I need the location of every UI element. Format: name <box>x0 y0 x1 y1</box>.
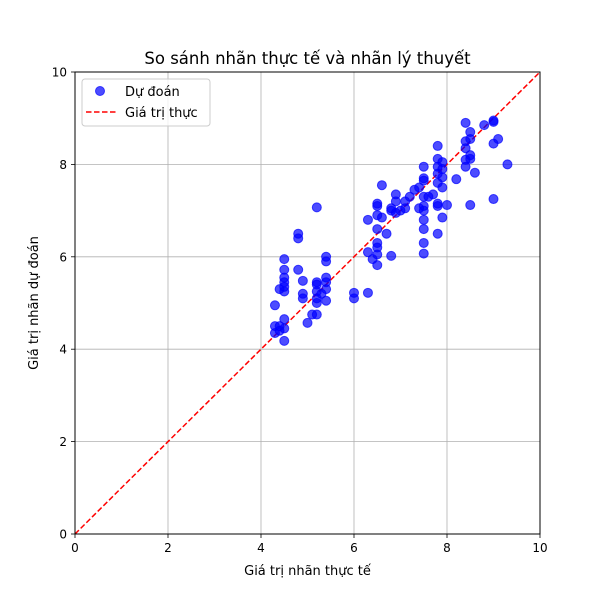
scatter-point <box>279 254 290 265</box>
scatter-point <box>349 287 359 298</box>
scatter-point <box>362 287 373 298</box>
scatter-point <box>376 180 387 191</box>
scatter-point <box>428 189 439 200</box>
scatter-point <box>321 272 332 283</box>
y-tick-label: 0 <box>59 528 67 542</box>
scatter-point <box>432 198 443 209</box>
scatter-point <box>502 159 513 170</box>
scatter-point <box>437 212 448 223</box>
scatter-point <box>362 214 373 225</box>
scatter-point <box>279 335 290 346</box>
scatter-point <box>418 200 429 211</box>
y-tick-label: 2 <box>59 435 67 449</box>
y-axis-label: Giá trị nhãn dự đoán <box>27 236 42 370</box>
scatter-point <box>372 224 383 235</box>
scatter-point <box>488 115 499 126</box>
scatter-point <box>469 167 480 178</box>
scatter-point <box>372 237 383 248</box>
scatter-point <box>460 117 471 128</box>
scatter-point <box>479 120 490 131</box>
scatter-point <box>381 228 392 239</box>
scatter-point <box>418 173 429 184</box>
plot-area <box>75 72 540 534</box>
axis-ticks: 0 2 4 6 8 10 0 2 4 6 8 10 <box>52 66 548 556</box>
scatter-point <box>451 174 462 185</box>
scatter-point <box>311 309 322 320</box>
scatter-point <box>488 194 499 205</box>
scatter-point <box>386 250 397 261</box>
x-tick-label: 0 <box>71 541 79 555</box>
chart-title: So sánh nhãn thực tế và nhãn lý thuyết <box>144 49 471 68</box>
scatter-point <box>362 247 373 258</box>
x-tick-label: 10 <box>532 541 547 555</box>
scatter-point <box>321 251 332 262</box>
scatter-point <box>269 300 280 311</box>
scatter-point <box>418 161 429 172</box>
scatter-point <box>437 182 448 193</box>
y-tick-label: 6 <box>59 250 67 264</box>
x-axis-label: Giá trị nhãn thực tế <box>244 564 371 579</box>
scatter-point <box>297 275 308 286</box>
y-tick-label: 10 <box>52 66 67 80</box>
x-tick-label: 4 <box>257 541 265 555</box>
y-tick-label: 8 <box>59 158 67 172</box>
legend-scatter-marker <box>95 86 105 96</box>
scatter-point <box>279 314 290 325</box>
scatter-point <box>376 212 387 223</box>
scatter-point <box>390 189 401 200</box>
x-tick-label: 2 <box>164 541 172 555</box>
scatter-point <box>418 214 429 225</box>
scatter-point <box>372 198 383 209</box>
scatter-point <box>414 182 425 193</box>
scatter-point <box>372 260 383 271</box>
scatter-point <box>302 317 313 328</box>
scatter-point <box>311 277 322 288</box>
scatter-point <box>293 264 304 275</box>
scatter-point <box>418 237 429 248</box>
scatter-point <box>442 200 452 211</box>
scatter-point <box>404 191 415 202</box>
legend-label-predicted: Dự đoán <box>125 85 180 100</box>
scatter-point <box>465 200 476 211</box>
scatter-point <box>279 323 290 334</box>
x-tick-label: 8 <box>443 541 451 555</box>
axes-frame <box>74 71 541 535</box>
scatter-point <box>321 295 332 306</box>
scatter-point <box>493 133 504 144</box>
scatter-point <box>432 228 443 239</box>
scatter-point <box>465 127 476 138</box>
legend-label-actual: Giá trị thực <box>125 106 198 121</box>
x-tick-label: 6 <box>350 541 358 555</box>
scatter-point <box>297 293 308 304</box>
legend: Dự đoán Giá trị thực <box>81 78 211 127</box>
scatter-point <box>437 172 448 183</box>
scatter-point <box>465 150 476 161</box>
y-tick-label: 4 <box>59 343 67 357</box>
legend-box <box>81 78 211 127</box>
scatter-point <box>432 140 443 151</box>
scatter-point <box>311 202 322 213</box>
scatter-point <box>418 248 429 259</box>
scatter-point <box>279 264 290 275</box>
scatter-point <box>293 228 304 239</box>
scatter-point <box>437 157 448 168</box>
scatter-point <box>418 224 429 235</box>
